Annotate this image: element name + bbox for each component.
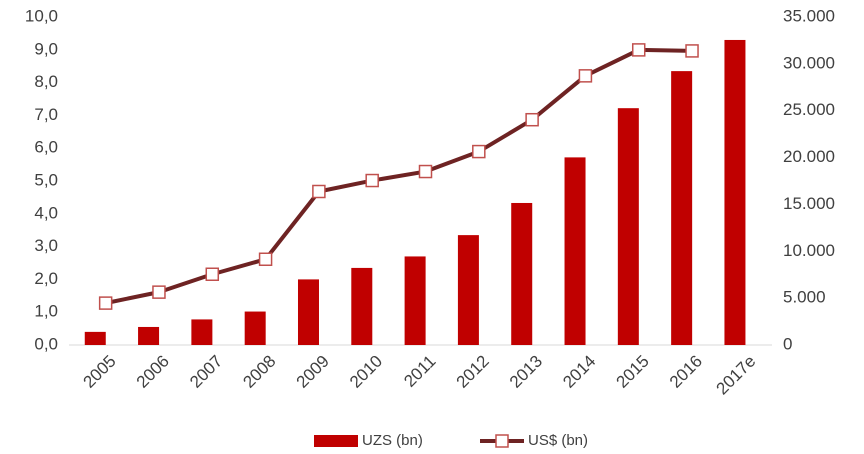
- marker: [472, 144, 486, 159]
- y-tick-label: 3,0: [34, 236, 58, 255]
- y-tick-label: 1,0: [34, 302, 58, 321]
- y-tick-label: 0,0: [34, 334, 58, 353]
- x-tick-label: 2011: [400, 352, 439, 391]
- x-tick-label: 2016: [666, 352, 706, 392]
- y2-tick-label: 15.000: [783, 194, 835, 213]
- x-tick-label: 2006: [133, 352, 173, 392]
- bar: [351, 267, 373, 345]
- y-tick-label: 6,0: [34, 138, 58, 157]
- y-tick-label: 4,0: [34, 203, 58, 222]
- x-tick-label: 2008: [239, 352, 279, 392]
- y2-tick-label: 25.000: [783, 100, 835, 119]
- y2-tick-label: 30.000: [783, 53, 835, 72]
- bar: [564, 157, 586, 345]
- bar: [244, 311, 266, 345]
- y-tick-label: 7,0: [34, 105, 58, 124]
- x-tick-label: 2010: [346, 352, 386, 392]
- marker: [152, 285, 166, 299]
- bar: [617, 108, 639, 346]
- x-tick-label: 2012: [453, 352, 493, 392]
- marker: [258, 252, 273, 267]
- y-tick-label: 2,0: [34, 269, 58, 288]
- bar: [191, 319, 213, 345]
- bar: [138, 326, 160, 345]
- y2-tick-label: 35.000: [783, 6, 835, 25]
- x-tick-label: 2005: [79, 352, 119, 392]
- bar: [457, 235, 479, 345]
- y-tick-label: 5,0: [34, 170, 58, 189]
- y-tick-label: 10,0: [25, 6, 58, 25]
- marker: [418, 164, 433, 179]
- y-tick-label: 8,0: [34, 72, 58, 91]
- marker: [685, 44, 699, 58]
- legend-swatch-marker: [495, 434, 509, 448]
- x-tick-label: 2013: [506, 352, 546, 392]
- marker: [312, 184, 326, 199]
- y2-tick-label: 10.000: [783, 241, 835, 260]
- bar: [724, 39, 746, 346]
- y-tick-label: 9,0: [34, 39, 58, 58]
- marker: [98, 296, 113, 310]
- marker: [631, 43, 646, 57]
- marker: [365, 173, 379, 188]
- x-tick-label: 2007: [186, 352, 226, 392]
- x-tick-label: 2014: [559, 352, 599, 392]
- bar: [511, 202, 533, 345]
- bar: [297, 279, 319, 345]
- y2-tick-label: 20.000: [783, 147, 835, 166]
- x-tick-label: 2015: [613, 352, 653, 392]
- bar: [671, 71, 693, 346]
- legend-label: UZS (bn): [362, 432, 423, 449]
- bar: [404, 256, 426, 345]
- marker: [205, 267, 220, 281]
- legend-swatch: [314, 435, 358, 447]
- marker: [578, 69, 593, 83]
- line: [105, 47, 693, 306]
- x-tick-label: 2009: [293, 352, 333, 392]
- y2-tick-label: 5.000: [783, 288, 826, 307]
- marker: [525, 112, 539, 127]
- bar: [84, 331, 106, 345]
- legend-label: US$ (bn): [528, 432, 588, 449]
- y2-tick-label: 0: [783, 334, 792, 353]
- x-tick-label: 2017e: [712, 352, 759, 399]
